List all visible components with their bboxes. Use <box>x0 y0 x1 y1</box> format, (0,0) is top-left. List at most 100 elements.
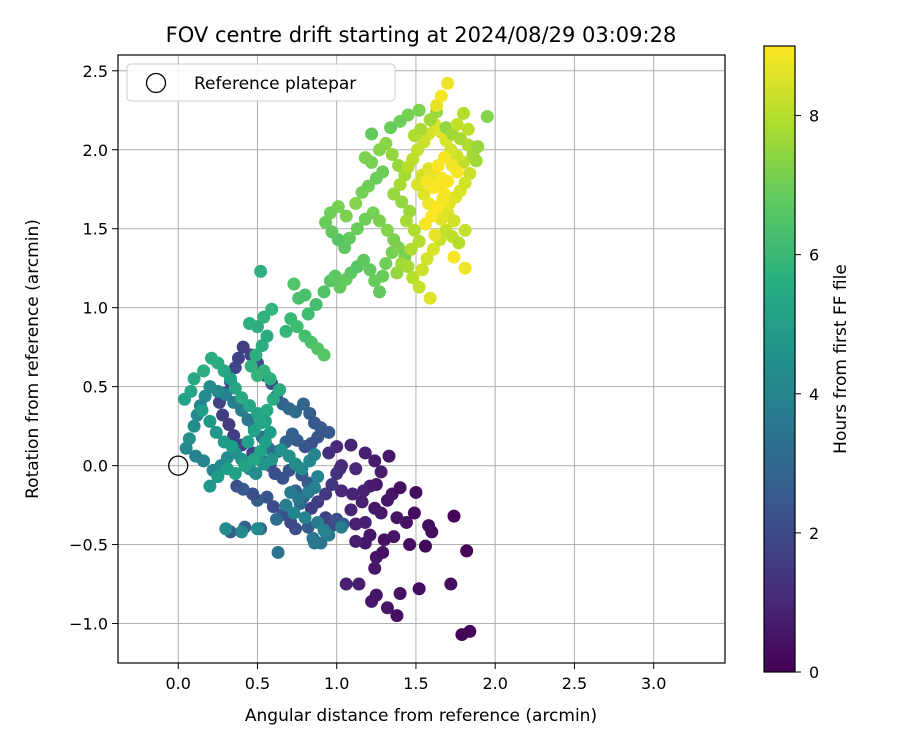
data-point <box>339 577 353 591</box>
data-point <box>289 405 303 419</box>
data-point <box>284 485 298 499</box>
data-point <box>197 454 211 468</box>
reference-marker <box>168 455 189 476</box>
x-axis-ticks: 0.0 0.5 1.0 1.5 2.0 2.5 3.0 <box>165 663 666 693</box>
data-point <box>425 209 439 223</box>
data-point <box>266 392 280 406</box>
data-point <box>461 122 475 136</box>
data-point <box>349 196 363 210</box>
data-point <box>311 470 325 484</box>
data-point <box>412 280 426 294</box>
data-point <box>399 214 413 228</box>
data-point <box>458 261 472 275</box>
data-point <box>334 484 348 498</box>
data-point <box>390 511 404 525</box>
data-point <box>412 234 426 248</box>
data-point <box>406 271 420 285</box>
y-tick-label: 0.5 <box>83 378 108 397</box>
data-point <box>387 187 401 201</box>
legend-box <box>126 63 396 102</box>
colorbar-ticks: 0 2 4 6 8 <box>795 107 819 682</box>
data-point <box>254 416 268 430</box>
data-point <box>376 269 390 283</box>
data-point <box>187 372 201 386</box>
data-point <box>244 359 258 373</box>
data-point <box>317 523 331 537</box>
data-point <box>436 192 450 206</box>
data-point <box>263 425 277 439</box>
data-point <box>317 285 331 299</box>
data-point <box>243 316 257 330</box>
data-point <box>225 440 239 454</box>
data-point <box>412 582 426 596</box>
data-point <box>380 601 394 615</box>
data-point <box>463 166 477 180</box>
data-point <box>368 561 382 575</box>
data-point <box>219 522 233 536</box>
data-point <box>414 122 428 136</box>
data-point <box>179 441 193 455</box>
data-point <box>390 266 404 280</box>
x-tick-label: 3.0 <box>641 674 666 693</box>
data-point <box>249 466 263 480</box>
x-tick-label: 1.5 <box>403 674 428 693</box>
data-point <box>422 519 436 533</box>
data-point <box>250 522 264 536</box>
y-tick-label: 1.0 <box>83 299 108 318</box>
data-point <box>404 242 418 256</box>
data-point <box>301 307 315 321</box>
data-point <box>330 466 344 480</box>
data-point <box>471 140 485 154</box>
data-point <box>230 479 244 493</box>
data-point <box>379 256 393 270</box>
data-point <box>241 413 255 427</box>
data-point <box>412 103 426 117</box>
data-point <box>369 588 383 602</box>
data-point <box>296 397 310 411</box>
data-point <box>309 298 323 312</box>
data-point <box>393 114 407 128</box>
data-point <box>444 577 458 591</box>
data-point <box>292 291 306 305</box>
data-point <box>203 479 217 493</box>
data-point <box>357 484 371 498</box>
data-point <box>243 399 257 413</box>
data-point <box>380 223 394 237</box>
data-point <box>382 449 396 463</box>
y-tick-label: 2.0 <box>83 141 108 160</box>
data-point <box>298 511 312 525</box>
data-point <box>458 223 472 237</box>
data-point <box>358 151 372 165</box>
data-point <box>257 310 271 324</box>
data-point <box>384 121 398 135</box>
data-point <box>216 408 230 422</box>
legend-reference-marker <box>145 72 167 94</box>
data-point <box>209 425 223 439</box>
data-point <box>269 512 283 526</box>
data-point <box>447 250 461 264</box>
data-point <box>407 223 421 237</box>
data-point <box>349 534 363 548</box>
data-point <box>409 485 423 499</box>
data-point <box>469 154 483 168</box>
data-point <box>328 269 342 283</box>
y-tick-label: −1.0 <box>69 615 108 634</box>
data-point <box>339 209 353 223</box>
data-point <box>235 391 249 405</box>
data-point <box>325 225 339 239</box>
data-point <box>265 452 279 466</box>
data-point <box>357 253 371 267</box>
data-point <box>363 263 377 277</box>
data-point <box>387 530 401 544</box>
data-point <box>426 242 440 256</box>
data-point <box>437 151 451 165</box>
data-point <box>385 147 399 161</box>
chart-title: FOV centre drift starting at 2024/08/29 … <box>166 23 677 47</box>
data-point <box>195 403 209 417</box>
data-point <box>222 418 236 432</box>
data-point <box>401 160 415 174</box>
data-point <box>450 117 464 131</box>
data-point <box>430 99 444 113</box>
colorbar <box>763 45 796 673</box>
